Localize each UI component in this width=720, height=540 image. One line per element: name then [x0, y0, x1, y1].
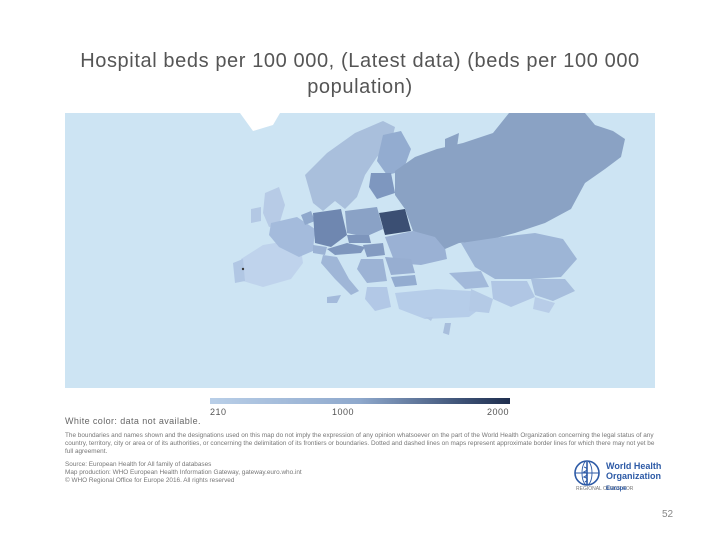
region-uzbekistan[interactable] [491, 281, 535, 307]
who-name: World Health Organization [606, 461, 662, 481]
source-line: Source: European Health for All family o… [65, 461, 212, 468]
region-cyprus[interactable] [425, 317, 433, 321]
region-ukraine[interactable] [385, 231, 447, 265]
greenland [240, 113, 280, 131]
region-poland[interactable] [345, 207, 383, 237]
map-title: Hospital beds per 100 000, (Latest data)… [80, 50, 640, 98]
region-switzerland[interactable] [313, 245, 327, 255]
sources-block: Source: European Health for All family o… [65, 461, 545, 485]
legend-tick-max: 2000 [487, 407, 510, 417]
small-marker [241, 267, 245, 271]
region-bulgaria[interactable] [391, 275, 417, 287]
region-kyrgyzstan[interactable] [531, 279, 575, 301]
region-kazakhstan[interactable] [461, 233, 577, 279]
page-number: 52 [662, 509, 674, 520]
region-finland[interactable] [377, 131, 411, 175]
region-benelux[interactable] [301, 211, 315, 225]
region-uk[interactable] [263, 187, 285, 227]
region-sicily[interactable] [327, 295, 341, 303]
region-spain[interactable] [241, 241, 303, 287]
no-data-note: White color: data not available. [65, 416, 201, 426]
region-france[interactable] [269, 217, 315, 257]
region-germany[interactable] [313, 209, 347, 247]
region-tajikistan[interactable] [533, 297, 555, 313]
who-name-line1: World Health [606, 461, 662, 471]
region-belarus[interactable] [379, 209, 411, 235]
region-novaya-zemlya [445, 133, 459, 149]
choropleth-map[interactable] [65, 113, 655, 388]
region-austria[interactable] [327, 243, 365, 255]
region-balkans[interactable] [357, 259, 387, 283]
who-name-line2: Organization [606, 470, 662, 481]
region-hungary[interactable] [363, 243, 385, 257]
disclaimer-text: The boundaries and names shown and the d… [65, 432, 655, 455]
region-italy[interactable] [321, 255, 359, 295]
region-baltics[interactable] [369, 173, 395, 199]
region-israel[interactable] [443, 323, 451, 335]
region-romania[interactable] [385, 257, 415, 275]
color-scale-bar [210, 398, 510, 404]
region-turkey[interactable] [395, 289, 485, 319]
who-region: Europe [606, 486, 627, 492]
legend-tick-min: 210 [210, 407, 227, 417]
region-turkmenistan[interactable] [469, 289, 493, 313]
region-scandinavia[interactable] [305, 121, 395, 211]
who-logo: World Health Organization REGIONAL OFFIC… [572, 456, 662, 496]
legend-tick-mid: 1000 [332, 407, 355, 417]
region-greece[interactable] [365, 287, 391, 311]
copyright-line: © WHO Regional Office for Europe 2016. A… [65, 477, 235, 484]
region-caucasus[interactable] [449, 271, 489, 289]
region-czechia[interactable] [347, 235, 371, 243]
region-ireland[interactable] [251, 207, 261, 223]
map-production-line: Map production: WHO European Health Info… [65, 469, 302, 476]
region-portugal[interactable] [233, 259, 245, 283]
who-regional-office: REGIONAL OFFICE FOR [576, 486, 634, 492]
who-emblem-icon [574, 460, 600, 486]
map-svg [65, 113, 655, 388]
